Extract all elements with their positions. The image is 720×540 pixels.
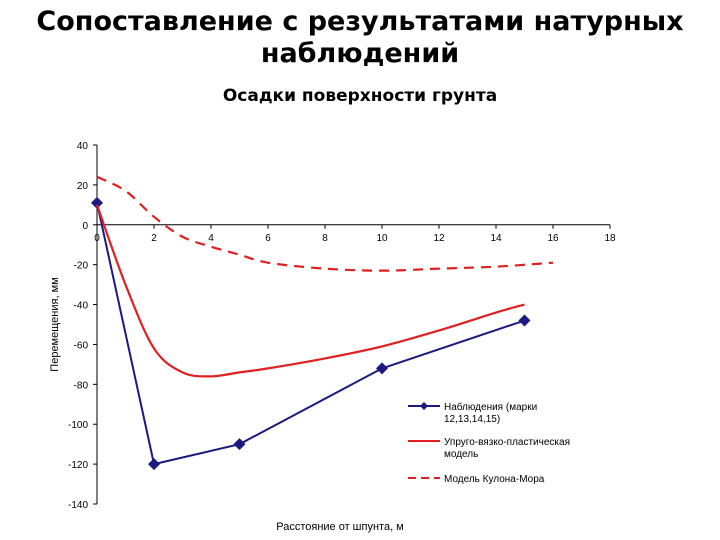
x-tick-label: 4 <box>208 233 214 244</box>
x-tick-label: 16 <box>547 233 559 244</box>
legend-label: Наблюдения (марки 12,13,14,15) <box>444 401 537 425</box>
y-tick-label: -80 <box>74 380 89 391</box>
y-tick-label: -120 <box>68 460 88 471</box>
legend-label: Модель Кулона-Мора <box>444 474 545 485</box>
legend-label: Упруго-вязко-пластическая модель <box>444 437 570 460</box>
y-tick-label: -40 <box>74 301 89 312</box>
slide-title: Сопоставление с результатами натурных на… <box>0 6 720 70</box>
x-tick-label: 8 <box>322 233 328 244</box>
x-tick-label: 14 <box>490 233 502 244</box>
legend-marker <box>420 402 428 410</box>
x-tick-label: 6 <box>265 233 271 244</box>
series-elasto-visco-plastic-line <box>95 204 525 378</box>
x-tick-label: 0 <box>94 233 100 244</box>
x-tick-label: 18 <box>604 233 616 244</box>
x-axis-title: Расстояние от шпунта, м <box>276 521 404 533</box>
y-tick-label: -100 <box>68 420 88 431</box>
x-tick-label: 10 <box>376 233 388 244</box>
x-tick-label: 12 <box>433 233 445 244</box>
y-axis-title: Перемещения, мм <box>49 277 61 371</box>
y-tick-label: -20 <box>74 261 89 272</box>
observation-point <box>91 196 103 209</box>
y-tick-label: -140 <box>68 500 88 511</box>
x-tick-label: 2 <box>151 233 157 244</box>
observation-point <box>518 314 531 327</box>
y-tick-label: 40 <box>77 141 89 152</box>
observation-point <box>233 438 246 451</box>
y-tick-label: 0 <box>82 221 88 232</box>
slide-title-line2: наблюдений <box>260 38 460 69</box>
chart-title: Осадки поверхности грунта <box>222 86 498 106</box>
y-tick-label: -60 <box>74 340 89 351</box>
series-coulomb-mohr-line <box>96 175 554 272</box>
observation-point <box>376 362 388 375</box>
slide-title-line1: Сопоставление с результатами натурных <box>36 6 684 37</box>
y-tick-label: 20 <box>77 181 89 192</box>
observation-point <box>148 458 160 471</box>
